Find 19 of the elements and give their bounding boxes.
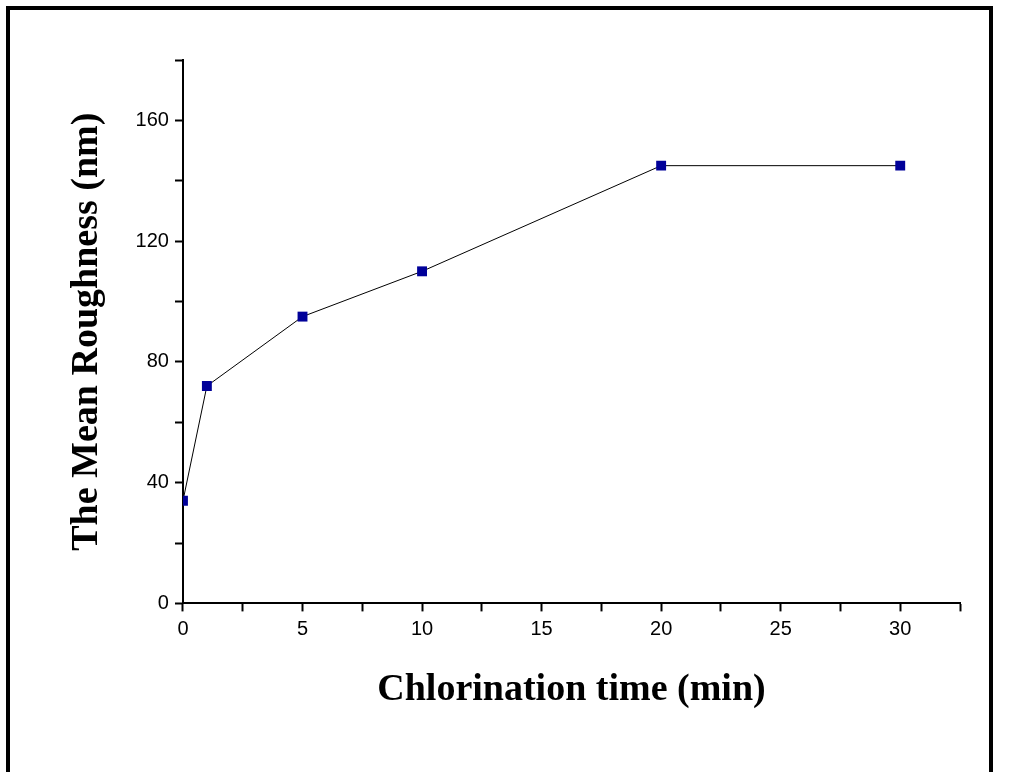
point <box>895 160 906 171</box>
x-tick-label: 20 <box>650 616 673 639</box>
y-tick-label: 40 <box>146 470 169 493</box>
x-tick-label: 0 <box>177 616 189 639</box>
point <box>297 311 308 322</box>
x-tick-label: 5 <box>296 616 309 639</box>
x-axis-title: Chlorination time (min) <box>377 666 766 710</box>
y-tick-label: 80 <box>146 349 169 372</box>
y-tick-label: 0 <box>157 590 169 613</box>
point <box>201 381 212 391</box>
y-tick-label: 160 <box>135 107 169 130</box>
y-axis-title: The Mean Roughness (nm) <box>62 112 106 551</box>
x-tick-label: 25 <box>769 616 792 639</box>
point <box>656 160 667 171</box>
point <box>417 266 428 277</box>
x-tick-label: 30 <box>889 616 912 639</box>
x-tick-label: 10 <box>410 616 434 639</box>
y-tick-label: 120 <box>135 228 169 251</box>
x-tick-label: 15 <box>530 616 553 639</box>
